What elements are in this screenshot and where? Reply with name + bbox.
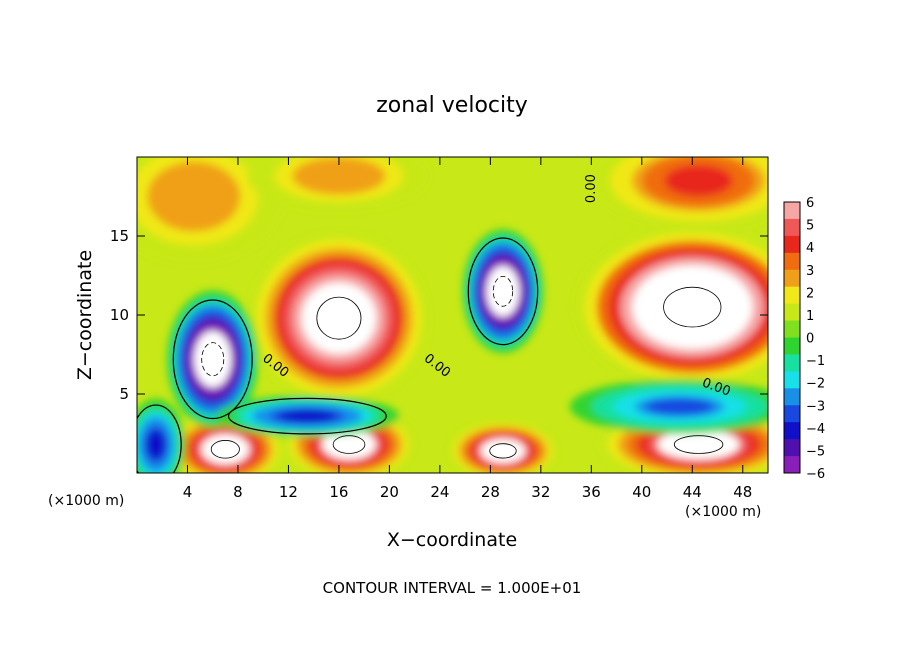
y-tick-label: 15 [110, 227, 129, 245]
colorbar-swatch [784, 320, 800, 338]
colorbar-swatch [784, 286, 800, 305]
field-feature [215, 395, 399, 437]
field-layer [137, 157, 768, 473]
colorbar-swatch [784, 252, 800, 271]
colorbar-tick-label: 3 [806, 264, 814, 279]
colorbar-swatch [784, 456, 800, 474]
field-level [328, 433, 370, 456]
colorbar-swatch [784, 422, 800, 440]
field-level [490, 272, 516, 311]
field-feature [137, 398, 186, 473]
field-feature [247, 231, 431, 406]
contour-negative [201, 342, 225, 377]
colorbar-tick-label: 5 [806, 219, 814, 234]
field-level [667, 433, 730, 456]
contour-zero [467, 237, 539, 346]
colorbar-swatch [784, 354, 800, 372]
x-tick-label: 8 [233, 483, 243, 501]
field-feature [137, 157, 286, 266]
field-level [310, 164, 368, 188]
field-feature [462, 229, 544, 354]
x-axis-unit-left: (×1000 m) [48, 493, 124, 509]
y-tick-label: 10 [110, 306, 129, 324]
x-tick-label: 36 [582, 483, 601, 501]
x-tick-label: 44 [683, 483, 702, 501]
x-tick-label: 28 [481, 483, 500, 501]
x-tick-label: 4 [183, 483, 193, 501]
contour-zero [172, 299, 253, 420]
chart-title: zonal velocity [376, 93, 528, 118]
colorbar-tick-label: −6 [806, 467, 825, 482]
contour-zero [137, 404, 182, 473]
x-axis: 4 8 12 16 20 24 28 32 36 40 44 48 [183, 157, 752, 501]
field-feature [588, 157, 768, 232]
contour-positive [316, 296, 362, 340]
field-feature [573, 224, 768, 390]
field-level [207, 437, 244, 461]
colorbar-tick-label: −2 [806, 377, 825, 392]
field-level [278, 409, 336, 423]
colorbar-tick-label: 2 [806, 286, 814, 301]
heatmap-field [137, 157, 768, 473]
y-axis: 5 10 15 [110, 227, 768, 403]
x-axis-label: X−coordinate [387, 529, 517, 551]
field-level [645, 398, 714, 416]
colorbar-tick-label: 0 [806, 332, 814, 347]
contour-positive [210, 440, 240, 459]
field-level [310, 291, 368, 346]
field-feature [166, 290, 259, 428]
colorbar-tick-label: −5 [806, 444, 825, 459]
colorbar-tick-label: 4 [806, 241, 814, 256]
colorbar-tick-label: 6 [806, 196, 814, 211]
field-level [664, 165, 733, 197]
field-level [198, 337, 227, 381]
field-feature [569, 379, 768, 435]
colorbar-tick-label: −1 [806, 354, 825, 369]
contour-positive [663, 286, 722, 328]
field-feature [448, 421, 558, 473]
field-level [146, 430, 166, 459]
contour-positive [489, 443, 517, 459]
colorbar-swatch [784, 218, 800, 237]
x-tick-label: 16 [329, 483, 348, 501]
colorbar-swatch [784, 235, 800, 254]
colorbar-swatch [784, 439, 800, 457]
contour-interval-note: CONTOUR INTERVAL = 1.000E+01 [323, 579, 582, 597]
x-tick-label: 40 [632, 483, 651, 501]
x-tick-label: 48 [733, 483, 752, 501]
field-level [655, 281, 730, 333]
x-tick-label: 24 [430, 483, 449, 501]
field-level [165, 175, 223, 218]
x-axis-unit-right: (×1000 m) [685, 504, 761, 520]
x-tick-label: 12 [279, 483, 298, 501]
colorbar-tick-label: −4 [806, 422, 825, 437]
y-axis-label: Z−coordinate [74, 250, 96, 380]
contour-positive [673, 435, 724, 454]
contour-negative [492, 275, 514, 307]
colorbar-tick-label: 1 [806, 309, 814, 324]
x-tick-label: 20 [380, 483, 399, 501]
colorbar-swatch [784, 269, 800, 288]
field-feature [247, 157, 431, 213]
colorbar: 6 5 4 3 2 1 0 −1 −2 −3 −4 −5 −6 [783, 196, 825, 482]
contour-zero [227, 397, 387, 435]
colorbar-swatch [784, 388, 800, 406]
contour-label: 0.00 [584, 174, 599, 203]
y-tick-label: 5 [119, 385, 129, 403]
contour-positive [332, 435, 366, 454]
colorbar-swatch [784, 371, 800, 389]
contour-layer [137, 237, 724, 473]
field-level [485, 441, 521, 461]
colorbar-swatch [784, 337, 800, 355]
colorbar-swatch [784, 303, 800, 322]
colorbar-swatch [784, 202, 800, 220]
x-tick-label: 32 [531, 483, 550, 501]
colorbar-frame [783, 201, 801, 474]
colorbar-swatch [784, 405, 800, 423]
colorbar-tick-label: −3 [806, 399, 825, 414]
